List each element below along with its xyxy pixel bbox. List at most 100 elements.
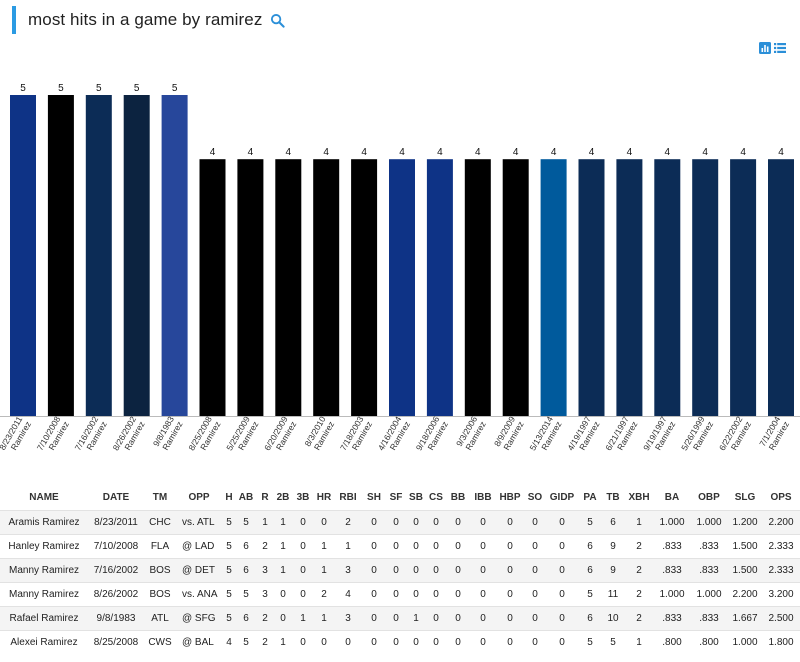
- cell-xbh: 1: [624, 629, 654, 654]
- cell-cs: 0: [426, 557, 446, 582]
- cell-hbp: 0: [496, 509, 524, 534]
- bar[interactable]: [237, 159, 264, 416]
- cell-name: Aramis Ramirez: [0, 509, 88, 534]
- cell-hr: 0: [314, 629, 334, 654]
- bar[interactable]: [502, 159, 529, 416]
- cell-ops: 1.800: [762, 629, 800, 654]
- column-header-r[interactable]: R: [261, 492, 269, 504]
- column-header-bb[interactable]: BB: [450, 492, 466, 504]
- cell-slg: 2.200: [728, 581, 762, 606]
- column-header-ibb[interactable]: IBB: [474, 492, 492, 504]
- cell-rbi: 2: [334, 509, 362, 534]
- cell-tb: 9: [602, 533, 624, 558]
- bar-chart-icon[interactable]: [759, 42, 771, 54]
- cell-tb: 5: [602, 629, 624, 654]
- cell-ibb: 0: [470, 557, 496, 582]
- column-header-ops[interactable]: OPS: [770, 492, 792, 504]
- column-header-h[interactable]: H: [225, 492, 233, 504]
- table-row[interactable]: Manny Ramirez 8/26/2002 BOS vs. ANA 5 5 3 0 0 2 4 0…: [0, 581, 800, 606]
- column-header-2b[interactable]: 2B: [276, 492, 290, 504]
- search-query[interactable]: most hits in a game by ramirez: [28, 10, 263, 29]
- table-row[interactable]: Hanley Ramirez 7/10/2008 FLA @ LAD 5 6 2 1 0 1 1 0 0…: [0, 533, 800, 558]
- bar-value-label: 4: [513, 147, 519, 158]
- cell-date: 7/16/2002: [88, 557, 144, 582]
- cell-name: Rafael Ramirez: [0, 605, 88, 630]
- column-header-obp[interactable]: OBP: [698, 492, 720, 504]
- column-header-so[interactable]: SO: [527, 492, 543, 504]
- bar-value-label: 4: [210, 147, 216, 158]
- cell-ab: 5: [236, 509, 256, 534]
- cell-cs: 0: [426, 605, 446, 630]
- cell-ab: 6: [236, 605, 256, 630]
- bar[interactable]: [85, 95, 112, 416]
- column-header-3b[interactable]: 3B: [296, 492, 310, 504]
- column-header-sf[interactable]: SF: [389, 492, 403, 504]
- cell-ba: 1.000: [654, 509, 690, 534]
- column-header-tm[interactable]: TM: [152, 492, 168, 504]
- table-row[interactable]: Aramis Ramirez 8/23/2011 CHC vs. ATL 5 5 1 1 0 0 2…: [0, 509, 800, 534]
- bar[interactable]: [692, 159, 719, 416]
- cell-ba: 1.000: [654, 581, 690, 606]
- bar[interactable]: [540, 159, 567, 416]
- column-header-rbi[interactable]: RBI: [339, 492, 357, 504]
- column-header-gidp[interactable]: GIDP: [549, 492, 575, 504]
- cell-rbi: 0: [334, 629, 362, 654]
- bar[interactable]: [464, 159, 491, 416]
- cell-opp: @ LAD: [176, 533, 222, 558]
- cell-h: 5: [222, 533, 236, 558]
- cell-name: Alexei Ramirez: [0, 629, 88, 654]
- cell-obp: .833: [690, 533, 728, 558]
- column-header-sh[interactable]: SH: [367, 492, 381, 504]
- bar[interactable]: [426, 159, 453, 416]
- bar[interactable]: [275, 159, 302, 416]
- cell-ab: 5: [236, 581, 256, 606]
- bar[interactable]: [313, 159, 340, 416]
- cell-ba: .800: [654, 629, 690, 654]
- column-header-slg[interactable]: SLG: [734, 492, 756, 504]
- bar[interactable]: [616, 159, 643, 416]
- search-bar[interactable]: most hits in a game by ramirez: [12, 6, 286, 34]
- column-header-hbp[interactable]: HBP: [499, 492, 521, 504]
- column-header-date[interactable]: DATE: [102, 492, 130, 504]
- cell-tm: BOS: [144, 581, 176, 606]
- bar[interactable]: [389, 159, 415, 416]
- bar[interactable]: [768, 159, 794, 416]
- cell-r: 2: [256, 629, 274, 654]
- bar[interactable]: [10, 95, 36, 416]
- bar[interactable]: [578, 159, 605, 416]
- cell-cs: 0: [426, 509, 446, 534]
- bar[interactable]: [730, 159, 757, 416]
- column-header-xbh[interactable]: XBH: [628, 492, 650, 504]
- column-header-cs[interactable]: CS: [429, 492, 443, 504]
- bar[interactable]: [199, 159, 226, 416]
- bar[interactable]: [351, 159, 378, 416]
- cell-hbp: 0: [496, 581, 524, 606]
- table-row[interactable]: Manny Ramirez 7/16/2002 BOS @ DET 5 6 3 1 0 1 3 0 0 0…: [0, 557, 800, 582]
- cell-hr: 0: [314, 509, 334, 534]
- column-header-ba[interactable]: BA: [664, 492, 680, 504]
- table-row[interactable]: Alexei Ramirez 8/25/2008 CWS @ BAL 4 5 2 1 0 0 0 0 0…: [0, 629, 800, 654]
- column-header-name[interactable]: NAME: [29, 492, 59, 504]
- bar[interactable]: [654, 159, 681, 416]
- table-row[interactable]: Rafael Ramirez 9/8/1983 ATL @ SFG 5 6 2 0 1 1 3 0 0 1…: [0, 605, 800, 630]
- cell-gidp: 0: [546, 557, 578, 582]
- bar[interactable]: [123, 95, 150, 416]
- column-header-ab[interactable]: AB: [238, 492, 254, 504]
- bar[interactable]: [161, 95, 188, 416]
- cell-opp: @ DET: [176, 557, 222, 582]
- column-header-hr[interactable]: HR: [316, 492, 332, 504]
- cell-sh: 0: [362, 509, 386, 534]
- list-icon[interactable]: [774, 42, 786, 54]
- search-icon[interactable]: [270, 13, 286, 28]
- column-header-sb[interactable]: SB: [409, 492, 423, 504]
- bar-value-label: 4: [740, 147, 746, 158]
- column-header-pa[interactable]: PA: [583, 492, 597, 504]
- table-body: Aramis Ramirez 8/23/2011 CHC vs. ATL 5 5 1 1 0 0 2…: [0, 509, 800, 654]
- bar[interactable]: [47, 95, 74, 416]
- column-header-opp[interactable]: OPP: [188, 492, 210, 504]
- column-header-tb[interactable]: TB: [606, 492, 620, 504]
